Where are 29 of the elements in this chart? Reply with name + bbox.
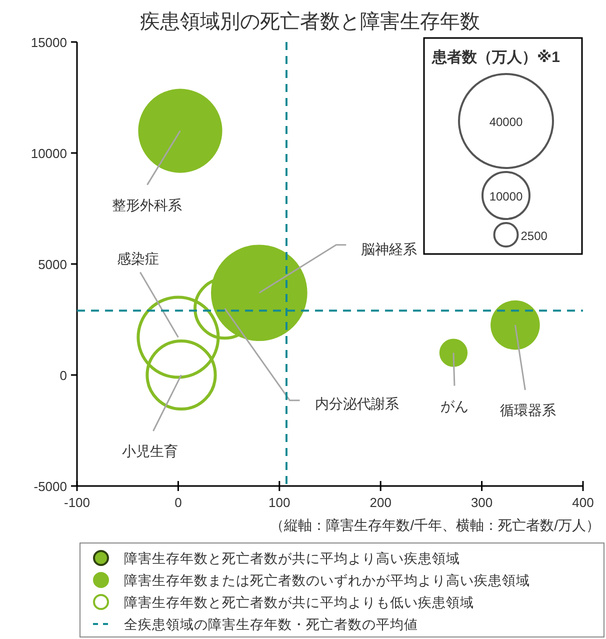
- y-tick-label: 15000: [30, 35, 67, 50]
- legend-label: 2500: [520, 228, 548, 243]
- x-tick-label: -100: [64, 495, 90, 510]
- data-label: 感染症: [117, 250, 160, 266]
- x-tick-label: 0: [174, 495, 182, 510]
- legend-label: 10000: [489, 190, 524, 204]
- legend-label: 障害生存年数と死亡者数が共に平均よりも低い疾患領域: [124, 595, 474, 610]
- legend-label: 全疾患領域の障害生存年数・死亡者数の平均値: [124, 617, 418, 632]
- y-tick-label: 0: [60, 368, 67, 383]
- data-label: 循環器系: [500, 402, 556, 418]
- x-tick-label: 400: [572, 495, 594, 510]
- x-tick-label: 200: [370, 495, 392, 510]
- chart-title: 疾患領域別の死亡者数と障害生存年数: [140, 10, 480, 33]
- y-tick-label: 5000: [38, 257, 67, 272]
- data-label: 整形外科系: [112, 196, 182, 213]
- y-tick-label: -5000: [34, 479, 67, 494]
- x-tick-label: 100: [268, 495, 290, 510]
- legend-title: 患者数（万人）※1: [431, 49, 560, 66]
- data-label: 小児生育: [122, 443, 178, 459]
- legend-label: 40000: [489, 115, 524, 129]
- size-legend: 患者数（万人）※1 40000 10000 2500: [423, 37, 583, 255]
- data-label: 内分泌代謝系: [314, 395, 399, 412]
- y-tick-label: 10000: [30, 146, 67, 161]
- data-label: 脳神経系: [361, 240, 418, 257]
- data-label: がん: [440, 398, 468, 414]
- text: （縦軸：障害生存年数/千年、横軸：死亡者数/万人）: [270, 517, 600, 533]
- legend-label: 障害生存年数と死亡者数が共に平均より高い疾患領域: [124, 551, 460, 566]
- legend-label: 障害生存年数または死亡者数のいずれかが平均より高い疾患領域: [124, 573, 530, 588]
- x-tick-label: 300: [470, 495, 493, 510]
